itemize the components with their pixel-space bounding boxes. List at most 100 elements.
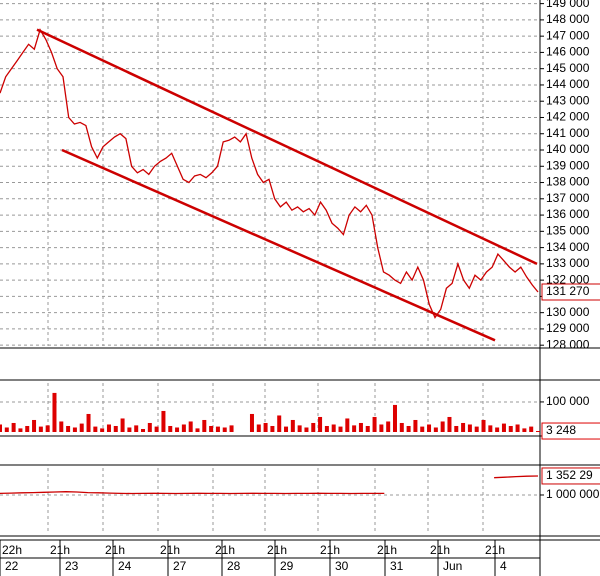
volume-bar — [188, 421, 193, 432]
volume-bar — [229, 425, 234, 432]
day-label: 28 — [227, 559, 241, 573]
y-tick-label: 148 000 — [546, 12, 590, 26]
y-tick-label: 147 000 — [546, 28, 590, 42]
volume-bar — [45, 425, 50, 432]
last-value-label: 3 248 — [546, 423, 576, 437]
volume-bar — [536, 431, 540, 432]
last-value-label: 1 352 29 — [546, 468, 593, 482]
volume-bar — [379, 424, 384, 432]
volume-bar — [32, 419, 37, 432]
volume-bar — [338, 426, 343, 432]
volume-bar — [508, 425, 513, 432]
last-value-box — [541, 422, 600, 440]
volume-bar — [18, 428, 23, 432]
volume-bar — [427, 424, 432, 432]
volume-bar — [154, 426, 159, 432]
volume-bar — [331, 424, 336, 432]
volume-bar — [222, 427, 227, 432]
y-tick-label: 146 000 — [546, 45, 590, 59]
volume-bar — [365, 425, 370, 432]
volume-bar — [25, 425, 30, 432]
volume-bar — [433, 427, 438, 432]
hour-label: 21h — [160, 543, 180, 557]
volume-bar — [147, 422, 152, 432]
y-tick-label: 137 000 — [546, 191, 590, 205]
y-tick-label: 140 000 — [546, 142, 590, 156]
volume-bar — [461, 422, 466, 432]
volume-bar — [290, 419, 295, 432]
trend-line — [36, 28, 538, 265]
volume-bar — [86, 413, 91, 432]
day-label: 31 — [390, 559, 404, 573]
volume-bar — [345, 418, 350, 432]
volume-bar — [481, 419, 486, 432]
volume-bar — [127, 427, 132, 432]
volume-bar — [529, 426, 534, 432]
y-tick-label: 143 000 — [546, 93, 590, 107]
y-tick-label: 144 000 — [546, 77, 590, 91]
volume-bar — [297, 425, 302, 432]
volume-bar — [515, 424, 520, 432]
volume-bar — [284, 426, 289, 432]
price-line — [0, 28, 539, 319]
volume-bar — [134, 425, 139, 432]
y-tick-label: 130 000 — [546, 305, 590, 319]
volume-bar — [175, 427, 180, 432]
volume-bar — [352, 425, 357, 432]
volume-bar — [324, 425, 329, 432]
y-tick-label: 141 000 — [546, 126, 590, 140]
day-label: 23 — [65, 559, 79, 573]
volume-bar — [392, 404, 397, 432]
volume-bar — [522, 428, 527, 432]
y-tick-label: 142 000 — [546, 110, 590, 124]
volume-bar — [399, 422, 404, 432]
hour-label: 21h — [377, 543, 397, 557]
volume-bar — [358, 422, 363, 432]
y-tick-label: 1 000 000 — [546, 487, 600, 501]
hour-label: 22h — [2, 543, 22, 557]
hour-label: 21h — [215, 543, 235, 557]
y-tick-label: 136 000 — [546, 207, 590, 221]
volume-bar — [100, 428, 105, 432]
last-value-box — [541, 467, 600, 485]
y-tick-label: 134 000 — [546, 240, 590, 254]
y-tick-label: 132 000 — [546, 272, 590, 286]
volume-bar — [249, 413, 254, 432]
volume-bar — [447, 416, 452, 432]
volume-bar — [161, 410, 166, 432]
volume-bar — [495, 427, 500, 432]
volume-bar — [181, 424, 186, 432]
day-label: 29 — [280, 559, 294, 573]
volume-bar — [79, 423, 84, 432]
volume-bar — [93, 426, 98, 432]
y-tick-label: 128 000 — [546, 337, 590, 351]
volume-bar — [413, 419, 418, 432]
hour-label: 21h — [267, 543, 287, 557]
volume-bar — [209, 425, 214, 432]
last-value-label: 131 270 — [546, 284, 590, 298]
volume-bar — [120, 418, 125, 432]
day-label: 24 — [118, 559, 132, 573]
volume-bar — [0, 424, 2, 432]
volume-bar — [202, 419, 207, 432]
day-label: 27 — [173, 559, 187, 573]
volume-bar — [59, 421, 64, 432]
volume-bar — [256, 424, 261, 432]
trend-line — [61, 148, 496, 342]
volume-bar — [304, 427, 309, 432]
volume-bar — [72, 427, 77, 432]
y-tick-label: 129 000 — [546, 321, 590, 335]
volume-bar — [501, 423, 506, 432]
volume-bar — [277, 415, 282, 432]
volume-bar — [4, 427, 9, 432]
day-label: 4 — [500, 559, 507, 573]
volume-bar — [474, 426, 479, 432]
volume-bar — [38, 426, 43, 432]
hour-label: 21h — [105, 543, 125, 557]
volume-bar — [318, 416, 323, 432]
y-tick-label: 135 000 — [546, 224, 590, 238]
volume-bar — [311, 422, 316, 432]
volume-bar — [420, 426, 425, 432]
